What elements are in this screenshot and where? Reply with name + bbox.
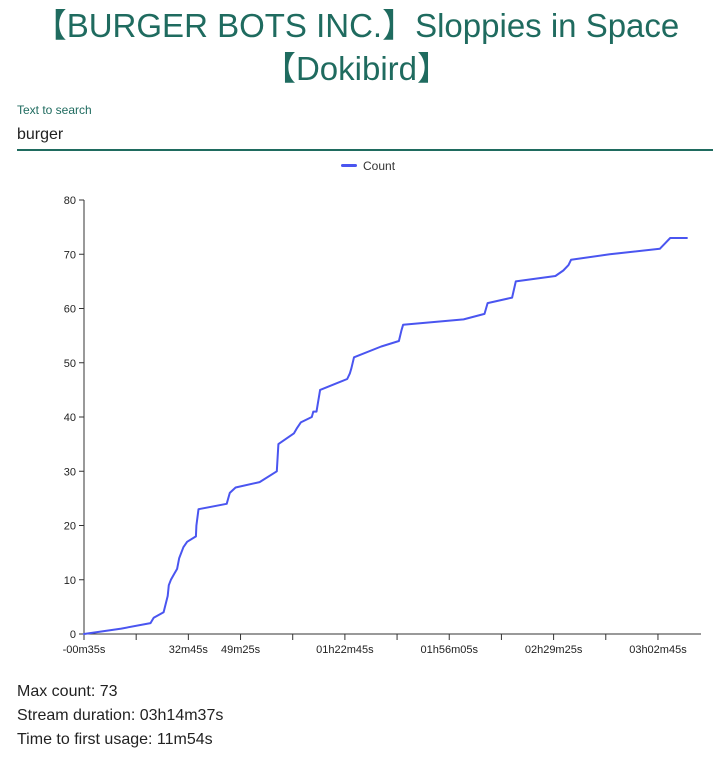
series-line-count [83,237,688,635]
y-tick-label: 10 [64,575,76,587]
chart-legend[interactable]: Count [341,159,396,173]
y-tick-label: 70 [64,249,76,261]
stream-duration-stat: Stream duration: 03h14m37s [17,707,224,724]
x-tick-label: 01h22m45s [316,644,374,656]
y-tick-label: 80 [64,195,76,207]
y-axis: 0 10 20 30 40 50 60 70 80 [64,195,85,641]
x-axis: -00m35s 32m45s 49m25s 01h22m45s 01h56m05s 02h… [63,633,701,656]
y-tick-label: 60 [64,304,76,316]
x-tick-label: 03h02m45s [629,644,687,656]
y-tick-label: 0 [70,629,76,641]
x-tick-label: 32m45s [169,644,209,656]
max-count-stat: Max count: 73 [17,683,118,700]
search-input[interactable] [17,123,697,147]
search-field[interactable]: Text to search [17,101,713,151]
x-tick-label: -00m35s [63,644,106,656]
y-tick-label: 40 [64,412,76,424]
y-tick-label: 20 [64,521,76,533]
count-line-chart: Count 0 10 20 30 40 50 60 70 80 -00m35s 32m45s 49m… [63,159,701,656]
search-label: Text to search [17,103,92,117]
series-count [83,237,688,635]
y-tick-label: 30 [64,466,76,478]
x-tick-label: 01h56m05s [420,644,478,656]
first-usage-stat: Time to first usage: 11m54s [17,731,213,748]
page-title: 【BURGER BOTS INC.】Sloppies in Space【Doki… [33,7,680,87]
x-tick-label: 02h29m25s [525,644,583,656]
x-tick-label: 49m25s [221,644,261,656]
legend-label-count: Count [363,159,396,173]
y-tick-label: 50 [64,358,76,370]
stats-panel: Max count: 73 Stream duration: 03h14m37s… [17,680,223,752]
legend-swatch-count [341,164,357,167]
